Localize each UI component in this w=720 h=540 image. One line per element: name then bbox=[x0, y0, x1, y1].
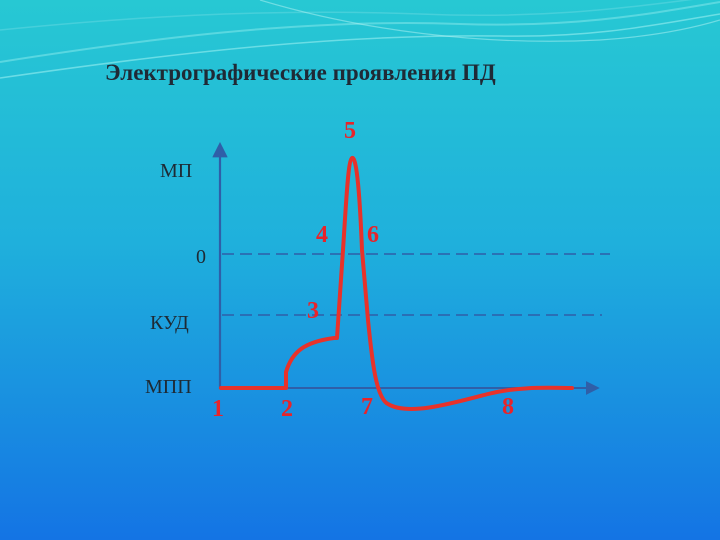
label-mp: МП bbox=[160, 160, 193, 182]
decorative-waves bbox=[0, 0, 720, 79]
phase-number-4: 4 bbox=[316, 222, 328, 248]
label-mpp: МПП bbox=[145, 376, 192, 398]
phase-number-5: 5 bbox=[344, 118, 356, 144]
phase-number-6: 6 bbox=[367, 222, 379, 248]
phase-number-3: 3 bbox=[307, 298, 319, 324]
phase-number-1: 1 bbox=[212, 396, 224, 422]
slide-title: Электрографические проявления ПД bbox=[105, 60, 496, 85]
label-kud: КУД bbox=[150, 312, 189, 334]
phase-number-2: 2 bbox=[281, 396, 293, 422]
phase-number-7: 7 bbox=[361, 394, 373, 420]
action-potential-curve bbox=[219, 155, 574, 411]
phase-number-8: 8 bbox=[502, 394, 514, 420]
label-zero: 0 bbox=[196, 246, 206, 268]
